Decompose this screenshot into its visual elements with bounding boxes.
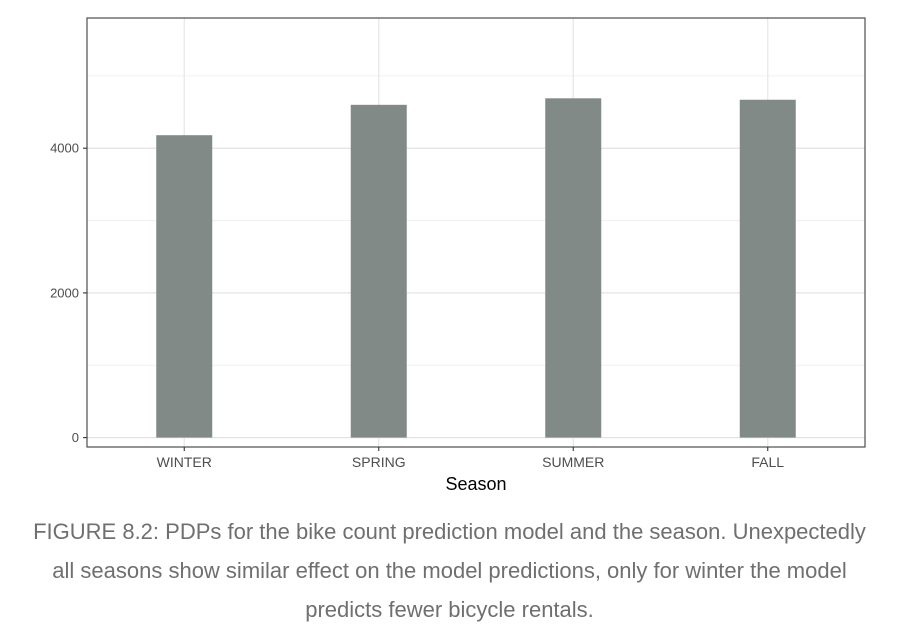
y-tick-label: 4000 bbox=[50, 141, 79, 156]
bar-fall bbox=[739, 99, 796, 438]
bar-chart: 0 2000 4000 WINTER SPRING SUMMER FALL Season bbox=[50, 17, 866, 494]
x-tick-label: SUMMER bbox=[542, 454, 604, 470]
x-axis-label: Season bbox=[445, 474, 506, 494]
y-tick-label: 0 bbox=[72, 430, 79, 445]
y-tick-label: 2000 bbox=[50, 285, 79, 300]
bar-winter bbox=[156, 135, 213, 438]
figure-caption: FIGURE 8.2: PDPs for the bike count pred… bbox=[33, 519, 866, 622]
plot-panel-border bbox=[86, 17, 866, 448]
plot-panel-background bbox=[87, 18, 865, 447]
x-tick-label: FALL bbox=[751, 454, 784, 470]
axes: 0 2000 4000 WINTER SPRING SUMMER FALL bbox=[50, 141, 784, 470]
x-tick-label: WINTER bbox=[157, 454, 212, 470]
bar-spring bbox=[350, 104, 407, 438]
x-tick-label: SPRING bbox=[352, 454, 406, 470]
bar-summer bbox=[545, 98, 602, 438]
bars bbox=[156, 98, 796, 438]
